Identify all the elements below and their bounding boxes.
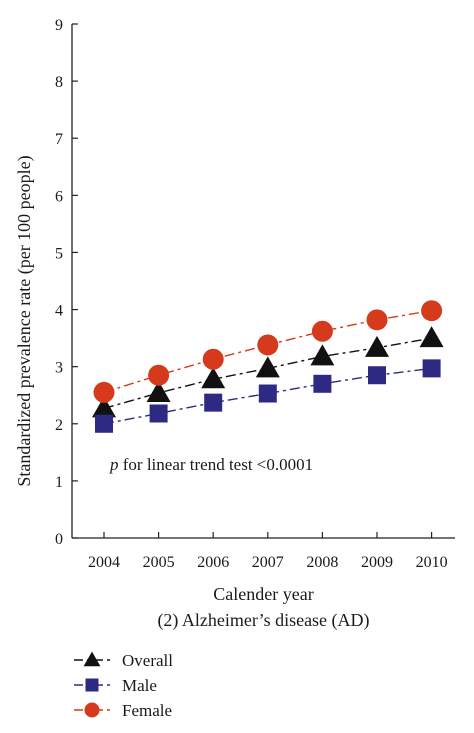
- point-male: [422, 359, 441, 378]
- annotation-rest: for linear trend test <0.0001: [119, 455, 314, 474]
- point-overall: [419, 326, 444, 348]
- y-axis-title: Standardized prevalence rate (per 100 pe…: [14, 155, 35, 486]
- point-overall: [255, 356, 280, 378]
- point-male: [368, 366, 386, 385]
- point-male: [95, 414, 113, 433]
- point-male: [149, 404, 168, 423]
- y-tick-label: 6: [55, 188, 63, 205]
- series-layer: [92, 300, 444, 433]
- point-female: [366, 309, 388, 331]
- chart-subtitle: (2) Alzheimer’s disease (AD): [157, 610, 369, 631]
- legend-label-overall: Overall: [122, 651, 173, 670]
- legend: Overall Male Female: [74, 651, 173, 720]
- x-axis-title: Calender year: [213, 584, 313, 604]
- y-tick-label: 4: [55, 303, 63, 320]
- x-tick-label: 2005: [143, 554, 175, 571]
- y-tick-label: 7: [55, 131, 63, 148]
- y-tick-label: 0: [55, 531, 63, 548]
- legend-marker-female: [84, 702, 100, 718]
- point-female: [202, 348, 224, 370]
- legend-label-female: Female: [122, 701, 172, 720]
- point-overall: [201, 367, 226, 389]
- y-tick-label: 9: [55, 17, 63, 34]
- point-female: [421, 300, 443, 322]
- x-tick-label: 2007: [252, 554, 284, 571]
- point-male: [258, 384, 277, 403]
- y-tick-label: 2: [55, 417, 63, 434]
- y-tick-label: 3: [55, 360, 63, 377]
- legend-label-male: Male: [122, 676, 157, 695]
- annotation-p: p: [109, 455, 119, 474]
- legend-item-male: Male: [74, 676, 157, 695]
- legend-marker-overall: [83, 651, 101, 667]
- point-female: [257, 334, 279, 356]
- x-tick-label: 2006: [197, 554, 229, 571]
- y-tick-label: 5: [55, 245, 63, 262]
- y-tick-label: 1: [55, 474, 63, 491]
- point-female: [93, 381, 115, 403]
- x-tick-label: 2008: [306, 554, 338, 571]
- point-male: [313, 374, 332, 393]
- legend-item-overall: Overall: [74, 651, 173, 670]
- point-overall: [92, 396, 116, 418]
- point-overall: [365, 335, 389, 357]
- series-male: [95, 359, 441, 433]
- x-tick-label: 2004: [88, 554, 120, 571]
- point-overall: [310, 344, 335, 366]
- point-female: [148, 364, 170, 386]
- point-overall: [146, 380, 171, 402]
- axes: 0 1 2 3 4 5 6 7 8 9 2004 2005 2006 2007 2008 2009 2010: [55, 17, 455, 571]
- y-tick-label: 8: [55, 74, 63, 91]
- legend-item-female: Female: [74, 701, 172, 720]
- point-female: [311, 320, 333, 342]
- point-male: [204, 393, 223, 412]
- legend-marker-male: [85, 678, 99, 692]
- trend-test-annotation: p for linear trend test <0.0001: [109, 455, 313, 474]
- series-overall: [92, 326, 444, 418]
- x-tick-label: 2009: [361, 554, 393, 571]
- series-female: [93, 300, 443, 403]
- x-tick-label: 2010: [416, 554, 448, 571]
